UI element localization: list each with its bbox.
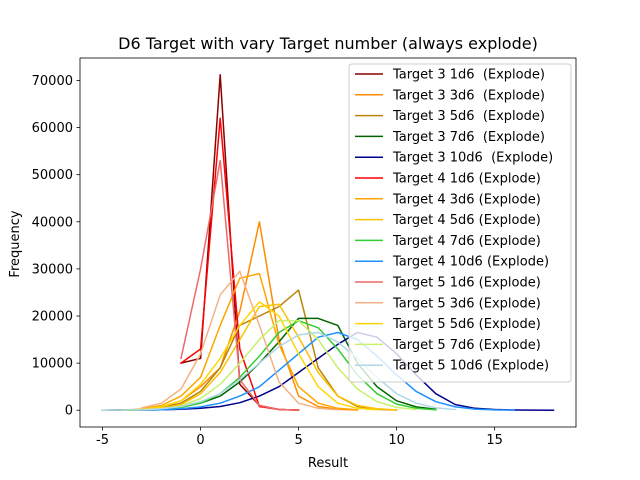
legend: Target 3 1d6 (Explode) Target 3 3d6 (Expl… bbox=[348, 63, 572, 383]
y-axis-label: Frequency bbox=[8, 210, 23, 277]
legend-entry-4: Target 3 10d6 (Explode) bbox=[392, 151, 553, 166]
series-line-6 bbox=[140, 272, 359, 411]
y-tick-label: 0 bbox=[65, 404, 73, 419]
y-tick-label: 30000 bbox=[32, 262, 73, 277]
x-tick-label: 10 bbox=[388, 433, 405, 448]
legend-entry-12: Target 5 5d6 (Explode) bbox=[392, 317, 541, 332]
y-tick-label: 60000 bbox=[32, 121, 73, 136]
legend-entry-9: Target 4 10d6 (Explode) bbox=[392, 255, 549, 270]
legend-entry-11: Target 5 3d6 (Explode) bbox=[392, 296, 541, 311]
legend-entry-6: Target 4 3d6 (Explode) bbox=[392, 192, 541, 207]
legend-entry-8: Target 4 7d6 (Explode) bbox=[392, 234, 541, 249]
axes: -5 0 5 10 15 0 10000 20000 30000 40000 50000 60000 7… bbox=[32, 57, 577, 448]
x-tick-label: 5 bbox=[294, 433, 302, 448]
y-tick-label: 40000 bbox=[32, 215, 73, 230]
series-line-8 bbox=[121, 319, 437, 411]
series-line-14 bbox=[101, 331, 457, 411]
y-tick-label: 70000 bbox=[32, 74, 73, 89]
plot-area bbox=[101, 74, 555, 411]
series-line-11 bbox=[140, 270, 339, 411]
legend-entry-0: Target 3 1d6 (Explode) bbox=[392, 68, 545, 83]
axes-frame bbox=[79, 57, 577, 428]
x-tick-label: 0 bbox=[196, 433, 204, 448]
chart-title: D6 Target with vary Target number (alway… bbox=[118, 34, 538, 53]
x-tick-label: -5 bbox=[96, 433, 109, 448]
legend-entry-13: Target 5 7d6 (Explode) bbox=[392, 338, 541, 353]
legend-entry-7: Target 4 5d6 (Explode) bbox=[392, 213, 541, 228]
series-line-9 bbox=[141, 331, 515, 411]
x-tick-label: 15 bbox=[486, 433, 503, 448]
legend-entry-14: Target 5 10d6 (Explode) bbox=[392, 359, 549, 374]
y-tick-label: 50000 bbox=[32, 168, 73, 183]
legend-entry-3: Target 3 7d6 (Explode) bbox=[392, 130, 545, 145]
series-line-12 bbox=[140, 301, 378, 411]
series-line-7 bbox=[121, 303, 398, 411]
x-axis-label: Result bbox=[308, 456, 348, 471]
legend-entry-2: Target 3 5d6 (Explode) bbox=[392, 109, 545, 124]
y-tick-label: 20000 bbox=[32, 310, 73, 325]
legend-entry-5: Target 4 1d6 (Explode) bbox=[392, 172, 541, 187]
legend-box bbox=[348, 63, 572, 383]
legend-entry-1: Target 3 3d6 (Explode) bbox=[392, 88, 545, 103]
y-tick-label: 10000 bbox=[32, 357, 73, 372]
legend-entry-10: Target 5 1d6 (Explode) bbox=[392, 276, 541, 291]
